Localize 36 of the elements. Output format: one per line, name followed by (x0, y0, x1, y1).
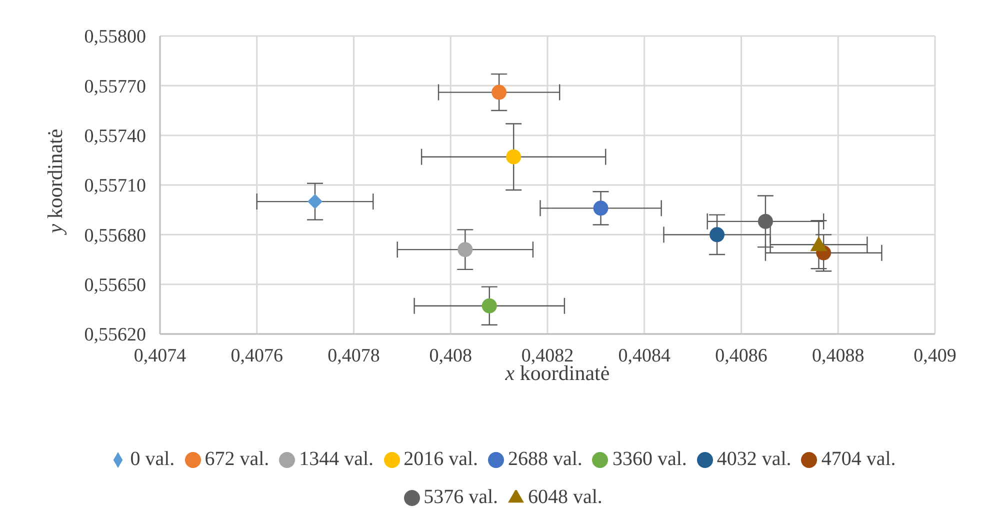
y-tick-label: 0,55710 (84, 176, 146, 197)
x-tick-label: 0,4084 (618, 345, 671, 366)
y-axis-title: y koordinatė (43, 128, 67, 236)
x-tick-label: 0,4088 (812, 345, 864, 366)
point (482, 298, 497, 314)
legend-label: 2016 val. (404, 447, 478, 472)
legend-label: 1344 val. (299, 447, 374, 472)
point (458, 242, 473, 258)
point (758, 214, 773, 229)
y-tick-label: 0,55620 (84, 324, 146, 346)
y-tick-label: 0,55650 (84, 275, 146, 296)
y-tick-label: 0,55770 (84, 76, 146, 98)
legend-label: 5376 val. (424, 485, 498, 510)
legend-label: 672 val. (204, 447, 270, 472)
legend-label: 2688 val. (508, 447, 582, 472)
point (593, 200, 608, 216)
point (308, 194, 322, 210)
y-tick-label: 0,55740 (84, 126, 146, 148)
x-tick-label: 0,4078 (328, 345, 380, 366)
legend-label: 6048 val. (528, 485, 602, 510)
legend-label: 4032 val. (716, 447, 792, 472)
legend-label: 0 val. (130, 447, 175, 472)
x-tick-label: 0,4086 (715, 345, 768, 366)
point (492, 84, 507, 100)
point (710, 227, 725, 242)
point (810, 236, 828, 252)
x-tick-label: 0,4074 (134, 345, 187, 366)
x-tick-label: 0,408 (429, 345, 472, 366)
x-tick-label: 0,409 (914, 345, 956, 366)
x-tick-label: 0,4076 (230, 345, 283, 366)
x-tick-label: 0,4082 (521, 345, 574, 366)
legend-label: 3360 val. (612, 447, 687, 472)
y-tick-label: 0,55680 (84, 225, 146, 246)
legend-label: 4704 val. (821, 447, 896, 472)
y-tick-label: 0,55800 (84, 26, 146, 48)
point (506, 149, 522, 164)
